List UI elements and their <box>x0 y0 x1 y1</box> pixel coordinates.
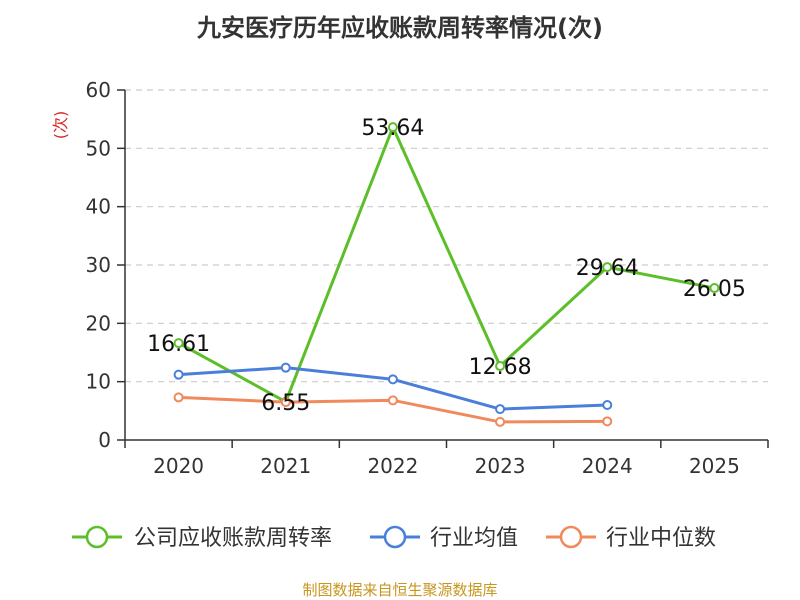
data-label-2025: 26.05 <box>683 277 746 302</box>
y-tick-label-0: 0 <box>98 428 111 452</box>
point-0-2020 <box>173 338 184 349</box>
y-tick-label-10: 10 <box>86 370 111 394</box>
series-line-0 <box>177 125 715 404</box>
y-tick-label-30: 30 <box>86 253 111 277</box>
legend-label-1: 行业均值 <box>430 526 518 551</box>
series-lines <box>173 122 720 427</box>
point-2-2021 <box>280 397 291 408</box>
y-tick-label-20: 20 <box>86 311 111 335</box>
y-tick-label-50: 50 <box>86 136 111 160</box>
legend-marker-2 <box>559 525 583 549</box>
data-label-2023: 12.68 <box>469 355 532 380</box>
x-tick-label-2022: 2022 <box>367 454 418 478</box>
axes: 0 10 20 30 40 50 60 2020 2021 2022 2023 2024 2025 (次) <box>51 78 769 478</box>
legend: 公司应收账款周转率 行业均值 行业中位数 <box>72 525 716 551</box>
point-2-2024 <box>602 416 613 427</box>
legend-label-0: 公司应收账款周转率 <box>134 526 332 551</box>
y-axis-unit-label: (次) <box>51 111 70 140</box>
legend-marker-0 <box>85 525 109 549</box>
x-tick-label-2023: 2023 <box>475 454 526 478</box>
legend-marker-1 <box>383 525 407 549</box>
point-0-2022 <box>387 122 398 133</box>
point-1-2020 <box>173 369 184 380</box>
x-tick-label-2020: 2020 <box>153 454 204 478</box>
legend-label-2: 行业中位数 <box>606 526 716 551</box>
point-2-2023 <box>495 416 506 427</box>
point-0-2025 <box>709 283 720 294</box>
data-labels: 16.61 6.55 53.64 12.68 29.64 26.05 <box>147 116 746 416</box>
point-1-2021 <box>280 362 291 373</box>
point-1-2023 <box>495 404 506 415</box>
x-tick-label-2025: 2025 <box>689 454 740 478</box>
y-tick-label-40: 40 <box>86 195 111 219</box>
point-1-2024 <box>602 400 613 410</box>
x-tick-label-2021: 2021 <box>260 454 311 478</box>
point-1-2022 <box>387 374 398 385</box>
data-label-2022: 53.64 <box>361 116 424 141</box>
grid-lines <box>125 89 768 383</box>
point-2-2020 <box>173 392 184 403</box>
data-label-2024: 29.64 <box>576 256 639 281</box>
point-2-2022 <box>387 395 398 406</box>
source-note: 制图数据来自恒生聚源数据库 <box>302 581 498 599</box>
chart-title: 九安医疗历年应收账款周转率情况(次) <box>197 14 603 42</box>
x-tick-label-2024: 2024 <box>582 454 633 478</box>
y-tick-label-60: 60 <box>86 78 111 102</box>
data-label-2020: 16.61 <box>147 332 210 357</box>
data-label-2021: 6.55 <box>261 391 310 416</box>
point-0-2023 <box>495 361 506 372</box>
point-0-2024 <box>602 262 613 273</box>
